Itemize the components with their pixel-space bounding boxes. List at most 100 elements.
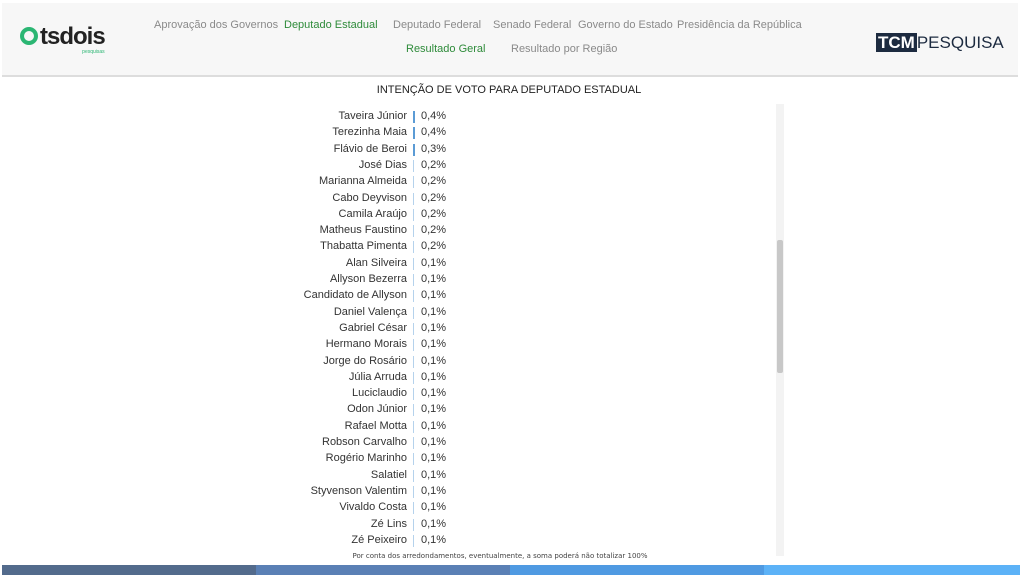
header: tsdois pesquisas Aprovação dos Governos D… xyxy=(2,3,1018,77)
category-label: Luciclaudio xyxy=(351,387,407,400)
category-label: Marianna Almeida xyxy=(318,175,407,188)
data-label: 0,1% xyxy=(421,289,447,302)
tcm-logo: TCM PESQUISA xyxy=(876,33,1004,52)
data-label: 0,4% xyxy=(421,126,447,139)
chart-row: Terezinha Maia 0,4% xyxy=(200,125,500,141)
category-label: Robson Carvalho xyxy=(322,436,407,448)
category-label: Terezinha Maia xyxy=(332,126,407,139)
chart-title: INTENÇÃO DE VOTO PARA DEPUTADO ESTADUAL xyxy=(376,84,642,96)
bar xyxy=(413,518,414,531)
category-label: Rogério Marinho xyxy=(325,452,407,465)
chart-row: Hermano Morais 0,1% xyxy=(200,337,500,353)
data-label: 0,3% xyxy=(421,142,447,155)
category-label: Gabriel César xyxy=(339,321,407,334)
logo-text: tsdois xyxy=(40,23,106,50)
chart-row: Allyson Bezerra 0,1% xyxy=(200,272,500,288)
nav-senado-federal[interactable]: Senado Federal xyxy=(493,19,572,31)
chart-row: Salatiel 0,1% xyxy=(200,468,500,484)
category-label: Odon Júnior xyxy=(347,403,407,416)
data-label: 0,1% xyxy=(421,403,447,416)
category-label: Hermano Morais xyxy=(325,338,407,351)
data-label: 0,1% xyxy=(421,370,447,383)
bar xyxy=(413,176,414,189)
chart-row: Rogério Marinho 0,1% xyxy=(200,451,500,467)
chart-row: Daniel Valença 0,1% xyxy=(200,305,500,321)
bar xyxy=(413,159,414,172)
data-label: 0,2% xyxy=(421,191,447,204)
chart-row: Camila Araújo 0,2% xyxy=(200,207,500,223)
subnav-resultado-regiao[interactable]: Resultado por Região xyxy=(511,43,618,55)
chart-row: Cabo Deyvison 0,2% xyxy=(200,191,500,207)
data-label: 0,1% xyxy=(421,321,447,334)
chart-row: Luciclaudio 0,1% xyxy=(200,386,500,402)
bar xyxy=(413,208,414,221)
bar xyxy=(413,485,414,498)
bar xyxy=(413,127,415,140)
data-label: 0,1% xyxy=(421,273,447,285)
bar xyxy=(413,502,414,515)
data-label: 0,1% xyxy=(421,517,447,530)
logo-ring-icon xyxy=(20,27,38,45)
bar xyxy=(413,241,414,254)
chart-row: Zé Peixeiro 0,1% xyxy=(200,533,500,549)
chart-row: Odon Júnior 0,1% xyxy=(200,402,500,418)
bar xyxy=(413,290,414,303)
nav-presidencia[interactable]: Presidência da República xyxy=(677,19,802,31)
category-label: Styvenson Valentim xyxy=(310,484,407,497)
scrollbar-thumb[interactable] xyxy=(777,240,783,373)
chart-row: Styvenson Valentim 0,1% xyxy=(200,484,500,500)
data-label: 0,1% xyxy=(421,338,447,351)
footer-strip xyxy=(510,565,766,575)
chart-row: Alan Silveira 0,1% xyxy=(200,256,500,272)
chart-row: Robson Carvalho 0,1% xyxy=(200,435,500,451)
category-label: Rafael Motta xyxy=(344,419,407,432)
category-label: Jorge do Rosário xyxy=(323,354,407,367)
bar xyxy=(413,225,414,238)
data-label: 0,1% xyxy=(421,436,447,448)
category-label: Flávio de Beroi xyxy=(333,142,407,155)
data-label: 0,2% xyxy=(421,224,447,237)
data-label: 0,1% xyxy=(421,305,447,318)
footer-strip xyxy=(256,565,512,575)
nav-aprovacao[interactable]: Aprovação dos Governos xyxy=(154,19,279,31)
category-label: Zé Peixeiro xyxy=(351,533,407,546)
category-label: Júlia Arruda xyxy=(348,370,407,383)
bar xyxy=(413,111,415,123)
footer-strip xyxy=(2,565,258,575)
bar xyxy=(413,322,414,335)
category-label: Cabo Deyvison xyxy=(332,191,407,204)
footnote: Por conta dos arredondamentos, eventualm… xyxy=(352,552,648,560)
data-label: 0,1% xyxy=(421,501,447,514)
data-label: 0,1% xyxy=(421,452,447,465)
bar xyxy=(413,534,414,547)
data-label: 0,4% xyxy=(421,110,447,122)
chart-row: Zé Lins 0,1% xyxy=(200,517,500,533)
nav-governo-estado[interactable]: Governo do Estado xyxy=(578,19,673,31)
category-label: Vivaldo Costa xyxy=(339,501,407,514)
bar xyxy=(413,420,414,433)
chart-row: José Dias 0,2% xyxy=(200,158,500,174)
bar xyxy=(413,355,414,368)
data-label: 0,1% xyxy=(421,387,447,400)
category-label: Taveira Júnior xyxy=(338,110,407,122)
category-label: Daniel Valença xyxy=(333,305,407,318)
category-label: Salatiel xyxy=(370,468,407,481)
subnav-resultado-geral[interactable]: Resultado Geral xyxy=(406,43,486,55)
data-label: 0,2% xyxy=(421,240,447,253)
bar xyxy=(413,257,414,270)
data-label: 0,1% xyxy=(421,256,447,269)
chart-row: Vivaldo Costa 0,1% xyxy=(200,500,500,516)
chart-row: Thabatta Pimenta 0,2% xyxy=(200,239,500,255)
nav-deputado-federal[interactable]: Deputado Federal xyxy=(393,19,482,31)
bar xyxy=(413,388,414,401)
logo-sub: pesquisas xyxy=(82,49,105,55)
tsdois-logo[interactable]: tsdois pesquisas xyxy=(20,23,106,55)
chart-row: Jorge do Rosário 0,1% xyxy=(200,354,500,370)
nav-deputado-estadual[interactable]: Deputado Estadual xyxy=(284,19,378,31)
footer-strip xyxy=(764,565,1020,575)
chart-row: Rafael Motta 0,1% xyxy=(200,419,500,435)
bar xyxy=(413,469,414,482)
chart-row: Gabriel César 0,1% xyxy=(200,321,500,337)
category-label: Zé Lins xyxy=(370,517,407,530)
category-label: José Dias xyxy=(358,158,407,171)
